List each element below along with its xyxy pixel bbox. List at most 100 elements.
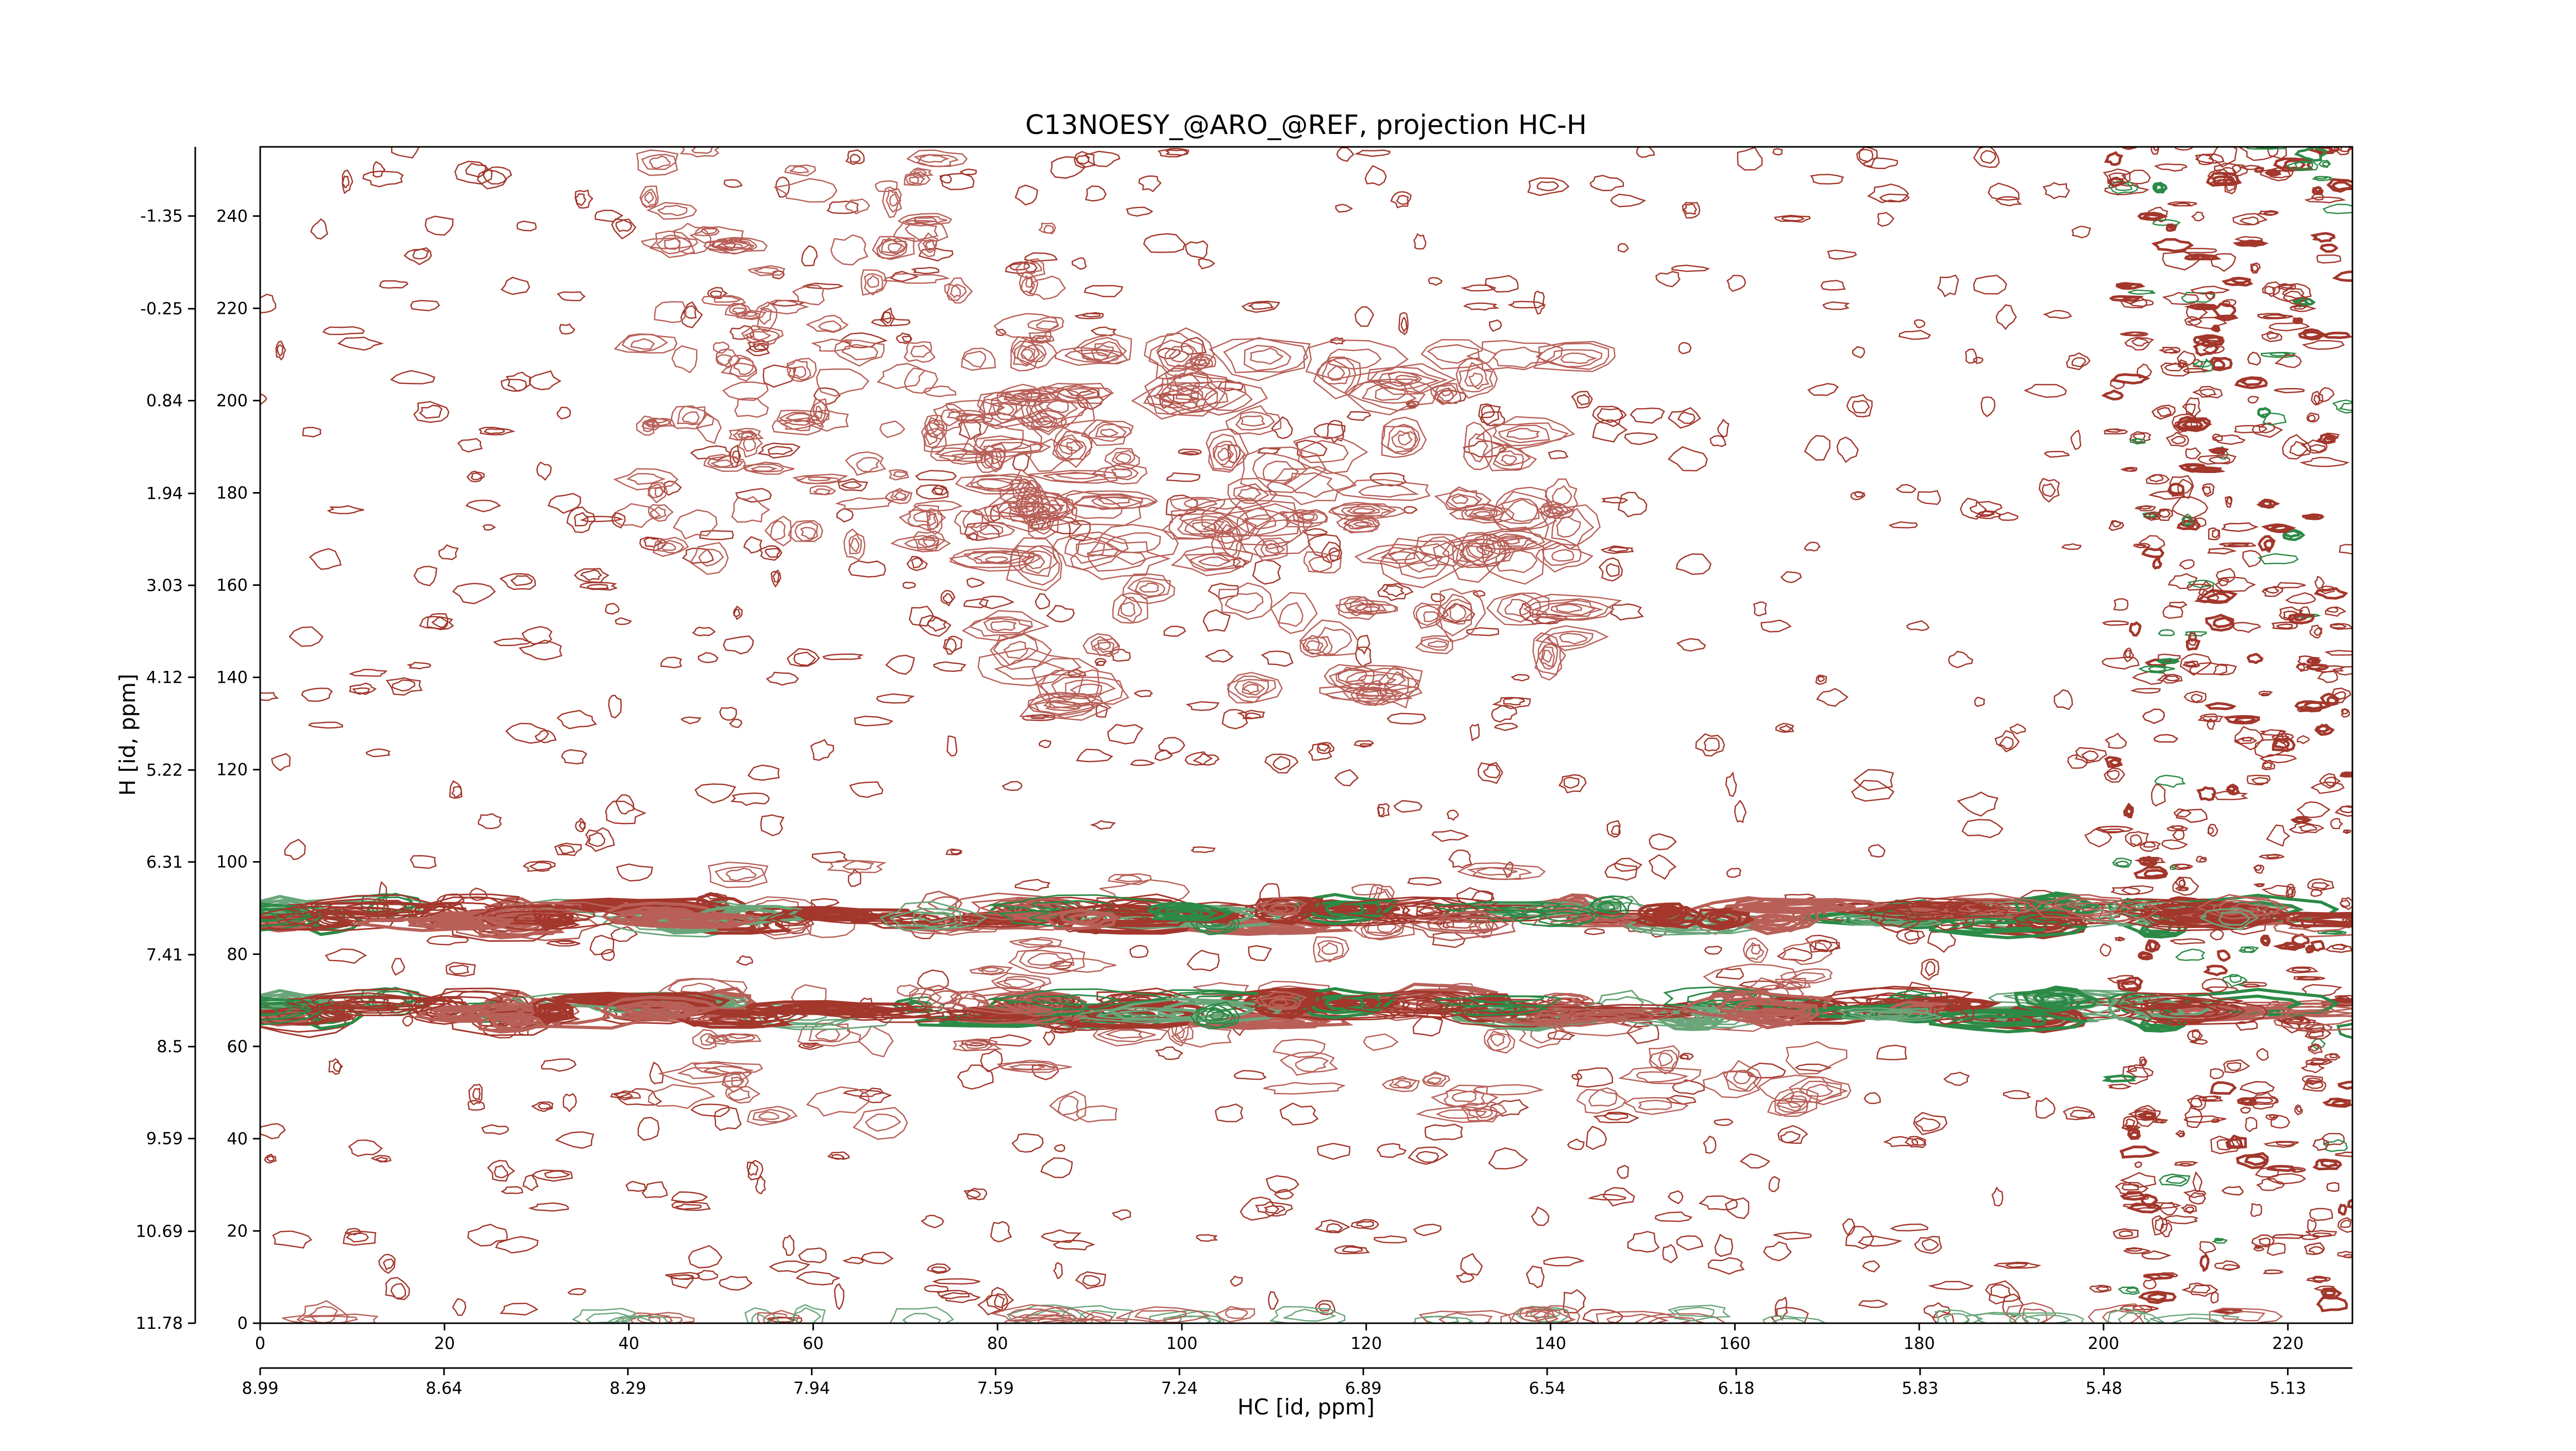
contour: [1146, 902, 1235, 922]
contour: [615, 1317, 653, 1323]
contour: [700, 228, 718, 235]
contour: [1583, 927, 1605, 935]
contour: [1328, 665, 1423, 697]
contour: [1019, 938, 1054, 946]
contour: [1053, 1262, 1063, 1279]
contour: [2310, 781, 2345, 795]
contour: [2343, 829, 2349, 833]
contour: [822, 653, 865, 661]
contour: [2258, 500, 2274, 508]
contour: [378, 1254, 396, 1274]
contour: [1714, 1118, 1734, 1126]
contour: [357, 916, 514, 932]
contour: [2189, 1191, 2206, 1205]
y-tick-label: 80: [227, 944, 248, 964]
contour: [2316, 1295, 2348, 1312]
contour: [2131, 338, 2149, 347]
contour: [1112, 592, 1148, 624]
contour: [841, 344, 878, 361]
contour: [1560, 1011, 1654, 1021]
contour: [1467, 543, 1496, 559]
contour: [983, 618, 1032, 634]
contour: [1771, 1306, 1809, 1323]
contour: [1928, 1008, 2089, 1034]
contour: [600, 949, 615, 961]
contour: [1599, 902, 1616, 912]
contour: [714, 1033, 762, 1044]
contour: [1242, 681, 1265, 696]
contour: [1314, 1219, 1351, 1234]
contour: [2180, 248, 2217, 254]
contour: [1665, 1094, 1697, 1105]
contour: [616, 1088, 663, 1106]
contour: [2148, 491, 2185, 500]
contour: [2185, 447, 2201, 460]
contour: [2330, 818, 2344, 830]
contour: [2117, 1312, 2151, 1323]
contour: [2221, 1186, 2244, 1196]
contour: [276, 909, 371, 929]
contour: [2038, 900, 2069, 911]
contour: [2102, 829, 2125, 834]
contour: [1014, 336, 1058, 369]
contour: [1546, 349, 1603, 367]
x2-tick-label: 6.89: [1345, 1378, 1381, 1398]
contour: [1551, 549, 1574, 562]
contour: [1031, 1064, 1059, 1081]
contour: [2184, 631, 2207, 637]
contour: [944, 277, 973, 304]
contour: [2121, 1184, 2140, 1191]
contour: [1924, 961, 1936, 977]
contour: [2296, 1105, 2302, 1113]
y-tick-label: 60: [227, 1037, 248, 1056]
contour: [1095, 424, 1127, 438]
contour: [2251, 264, 2259, 273]
contour: [2164, 362, 2184, 372]
contour: [2313, 587, 2348, 600]
contour: [1027, 695, 1095, 719]
contour: [610, 1090, 641, 1101]
contour: [1443, 598, 1473, 625]
contour: [863, 273, 884, 296]
contour: [1994, 730, 2020, 753]
contour: [1780, 1131, 1801, 1143]
y2-tick-label: 6.31: [146, 852, 183, 872]
contour: [1076, 541, 1106, 558]
contour: [1943, 1071, 1970, 1086]
contour: [1781, 216, 1805, 222]
contour: [2158, 629, 2175, 636]
contour: [813, 387, 841, 406]
contour: [747, 1162, 758, 1176]
contour: [2267, 147, 2287, 160]
contour: [1335, 204, 1353, 213]
contour: [961, 347, 996, 371]
contour: [2247, 396, 2259, 404]
contour: [1816, 688, 1849, 707]
contour: [1904, 930, 1921, 941]
contour: [1051, 531, 1129, 570]
contour: [1327, 348, 1382, 370]
contour: [2304, 664, 2329, 671]
contour: [962, 510, 984, 528]
contour: [686, 1011, 774, 1026]
contour: [1217, 447, 1232, 462]
contour: [2266, 824, 2291, 847]
contour: [2110, 886, 2141, 896]
contour: [2184, 1103, 2203, 1128]
contour: [1407, 877, 1442, 886]
contour: [1942, 1313, 1970, 1323]
contour: [500, 277, 530, 295]
contour: [1563, 1289, 1586, 1314]
contour: [951, 849, 962, 855]
contour: [951, 453, 985, 462]
contour: [1298, 513, 1315, 521]
contour: [2213, 447, 2225, 453]
contour: [915, 469, 957, 481]
contour: [1888, 521, 1918, 529]
contour: [2138, 665, 2175, 674]
contour: [736, 955, 753, 966]
contour: [2295, 662, 2310, 672]
contour: [701, 295, 747, 306]
contour: [770, 520, 786, 541]
